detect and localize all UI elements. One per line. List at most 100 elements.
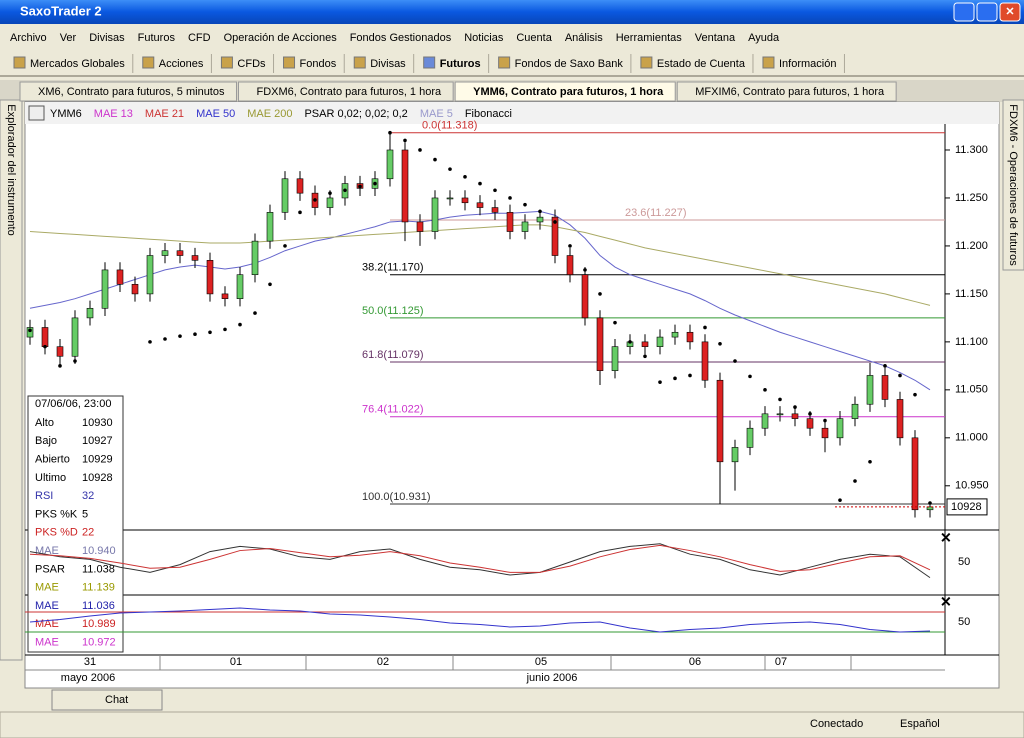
psar-dot [643, 354, 647, 359]
ma-line [29, 224, 931, 306]
bottom-tab[interactable] [51, 689, 163, 711]
current-price-box [946, 498, 988, 516]
minimize[interactable] [953, 2, 975, 22]
menu-item[interactable]: CFD [188, 32, 211, 44]
indicator-label[interactable]: MAE 21 [145, 108, 184, 120]
menu-item[interactable]: Noticias [464, 32, 504, 44]
day-label: 07 [775, 656, 787, 668]
close-panel[interactable]: ✕ [940, 530, 952, 546]
candle-body [251, 240, 259, 276]
candle-body [851, 403, 859, 419]
status-text: Conectado [810, 718, 863, 730]
psar-dot [703, 325, 707, 330]
day-label: 31 [84, 656, 96, 668]
close-panel[interactable]: ✕ [940, 594, 952, 610]
psar-dot [853, 479, 857, 483]
toolbar-tab[interactable]: Fondos de Saxo Bank [515, 58, 624, 70]
psar-dot [463, 175, 467, 179]
menu-item[interactable]: Ventana [695, 32, 736, 44]
info-label: PKS %D [35, 527, 78, 539]
psar-dot [778, 397, 782, 402]
psar-dot [553, 220, 557, 224]
info-value: 11.038 [82, 563, 115, 575]
psar-dot [298, 210, 302, 215]
candle-body [386, 149, 394, 180]
info-value: 10.989 [82, 618, 116, 630]
doc-tab[interactable] [237, 81, 454, 102]
menu-item[interactable]: Ayuda [748, 32, 780, 44]
menu-item[interactable]: Herramientas [616, 32, 683, 44]
psar-dot [148, 340, 152, 344]
candle-body [476, 202, 484, 208]
doc-tab[interactable] [454, 81, 676, 102]
indicator-label[interactable]: Fibonacci [465, 108, 512, 120]
psar-dot [343, 188, 347, 193]
psar-dot [418, 148, 422, 152]
doc-tab-label: FDXM6, Contrato para futuros, 1 hora [256, 86, 442, 98]
toolbar-tab[interactable]: Divisas [370, 58, 406, 70]
info-label: Abierto [35, 454, 70, 466]
close[interactable] [999, 2, 1021, 22]
chart-menu[interactable] [28, 105, 45, 121]
toolbar-tab[interactable]: Futuros [440, 58, 481, 70]
left-panel[interactable] [0, 99, 23, 661]
menu-item[interactable]: Fondos Gestionados [350, 32, 452, 44]
candle-body [551, 216, 559, 256]
right-panel[interactable] [1002, 99, 1024, 271]
candle-body [446, 197, 454, 200]
indicator-label[interactable]: MAE 13 [94, 108, 133, 120]
menu-item[interactable]: Ver [60, 32, 77, 44]
psar-dot [793, 405, 797, 409]
toolbar-tab[interactable]: Información [779, 58, 836, 70]
info-label: MAE [35, 637, 59, 649]
candle-body [686, 331, 694, 343]
candle-body [56, 346, 64, 357]
toolbar-icon [353, 56, 366, 69]
toolbar-tab[interactable]: Estado de Cuenta [657, 58, 746, 70]
indicator-label[interactable]: MAE 5 [420, 108, 453, 120]
candle-body [101, 269, 109, 309]
toolbar-tab[interactable]: Acciones [159, 58, 204, 70]
candle-body [281, 178, 289, 213]
candle-body [656, 336, 664, 347]
psar-dot [763, 388, 767, 392]
candle-body [86, 307, 94, 319]
psar-dot [673, 376, 677, 381]
info-label: PSAR [35, 563, 65, 575]
toolbar-tab[interactable]: CFDs [237, 58, 266, 70]
indicator-label[interactable]: PSAR 0,02; 0,02; 0,2 [304, 108, 407, 120]
indicator-label[interactable]: MAE 200 [247, 108, 292, 120]
toolbar-tab[interactable]: Fondos [300, 58, 337, 70]
indicator-label[interactable]: YMM6 [50, 108, 82, 120]
menu-item[interactable]: Futuros [138, 32, 176, 44]
psar-dot [523, 202, 527, 207]
menu-item[interactable]: Divisas [89, 32, 125, 44]
day-label: 05 [535, 656, 547, 668]
info-label: Ultimo [35, 472, 66, 484]
psar-dot [658, 380, 662, 384]
doc-tab[interactable] [676, 81, 897, 102]
psar-dot [253, 311, 257, 315]
candle-body [761, 413, 769, 429]
doc-tab[interactable] [19, 81, 237, 102]
left-panel-label: Explorador del instrumento [5, 104, 17, 235]
psar-dot [928, 501, 932, 505]
candle-body [596, 317, 604, 371]
psar-dot [328, 191, 332, 195]
candle-body [701, 341, 709, 381]
maximize[interactable] [976, 2, 998, 22]
menu-item[interactable]: Archivo [10, 32, 47, 44]
menu-item[interactable]: Cuenta [516, 32, 552, 44]
indicator-label[interactable]: MAE 50 [196, 108, 235, 120]
y-tick-label: 11.150 [955, 288, 988, 300]
doc-tab-label: YMM6, Contrato para futuros, 1 hora [473, 86, 664, 98]
toolbar-icon [220, 56, 233, 69]
month-label: mayo 2006 [61, 672, 115, 684]
menu-item[interactable]: Operación de Acciones [224, 32, 338, 44]
candle-body [116, 269, 124, 285]
menu-item[interactable]: Análisis [565, 32, 603, 44]
status-bar [0, 711, 1024, 738]
toolbar-tab[interactable]: Mercados Globales [30, 58, 125, 70]
candle-body [746, 427, 754, 448]
